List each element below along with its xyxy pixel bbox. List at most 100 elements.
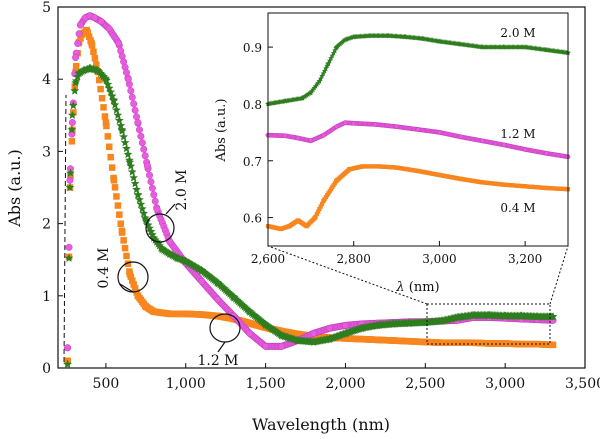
data-point bbox=[314, 212, 319, 217]
data-point bbox=[101, 74, 111, 83]
data-point bbox=[377, 164, 382, 169]
data-point bbox=[294, 330, 301, 338]
data-point bbox=[334, 178, 339, 183]
x-tick-label: 3,500 bbox=[565, 376, 600, 392]
data-point bbox=[74, 39, 82, 47]
data-point bbox=[98, 95, 106, 102]
data-point bbox=[325, 61, 331, 67]
data-point bbox=[120, 138, 130, 147]
y-tick-label: 0.6 bbox=[243, 212, 262, 226]
data-point bbox=[135, 126, 143, 134]
data-point bbox=[453, 339, 461, 346]
data-point bbox=[66, 168, 75, 177]
data-point bbox=[95, 76, 103, 84]
series-2.0m bbox=[265, 32, 571, 107]
data-point bbox=[334, 124, 339, 130]
data-point bbox=[316, 78, 323, 84]
inset-x-axis-label: λ (nm) bbox=[395, 280, 439, 295]
data-point bbox=[214, 295, 222, 303]
data-point bbox=[308, 138, 314, 144]
data-point bbox=[262, 342, 270, 350]
x-tick-label: 2,000 bbox=[325, 376, 365, 392]
data-point bbox=[282, 98, 288, 104]
data-point bbox=[130, 100, 138, 108]
data-point bbox=[63, 359, 72, 369]
data-point bbox=[299, 95, 306, 101]
zoom-connector-left bbox=[267, 245, 428, 305]
data-point bbox=[325, 334, 334, 343]
data-point bbox=[140, 145, 148, 153]
data-point bbox=[373, 320, 382, 330]
main-y-axis-label: Abs (a.u.) bbox=[5, 149, 24, 228]
main-plot-frame bbox=[57, 6, 586, 369]
data-point bbox=[261, 320, 270, 329]
data-point bbox=[70, 109, 77, 116]
data-point bbox=[127, 87, 135, 95]
start-dash-line bbox=[63, 94, 67, 363]
data-point bbox=[342, 120, 348, 126]
data-point bbox=[333, 44, 340, 50]
data-point bbox=[77, 35, 84, 42]
data-point bbox=[142, 303, 150, 310]
data-point bbox=[549, 341, 557, 349]
data-point bbox=[155, 241, 164, 250]
data-point bbox=[452, 312, 462, 322]
data-point bbox=[240, 302, 249, 311]
data-point bbox=[65, 243, 73, 251]
data-point bbox=[308, 89, 314, 95]
data-point bbox=[277, 331, 286, 340]
data-point bbox=[321, 68, 328, 74]
data-point bbox=[242, 305, 252, 314]
zoom-connector-right bbox=[549, 245, 569, 305]
data-point bbox=[67, 125, 77, 134]
data-point bbox=[118, 227, 126, 235]
data-point bbox=[533, 340, 541, 348]
data-point bbox=[90, 48, 97, 56]
data-point bbox=[213, 278, 222, 287]
data-point bbox=[88, 39, 95, 47]
y-tick-label: 1 bbox=[42, 289, 51, 305]
data-point bbox=[402, 33, 408, 40]
data-point bbox=[137, 132, 145, 140]
data-point bbox=[131, 285, 139, 292]
y-tick-label: 5 bbox=[42, 0, 51, 16]
y-tick-label: 0.8 bbox=[243, 98, 262, 112]
data-point bbox=[113, 193, 120, 200]
data-point bbox=[114, 202, 122, 209]
inset-plot-frame bbox=[267, 12, 569, 247]
data-point bbox=[133, 190, 143, 199]
data-point bbox=[71, 78, 80, 87]
data-point bbox=[224, 288, 233, 297]
data-point bbox=[116, 121, 126, 130]
data-point bbox=[108, 164, 116, 171]
data-point bbox=[458, 41, 464, 47]
data-point bbox=[117, 125, 127, 134]
data-point bbox=[390, 337, 397, 344]
data-point bbox=[415, 168, 421, 174]
inset-series-label-1.2M: 1.2 M bbox=[500, 127, 535, 141]
annotation-label-0.4M: 0.4 M bbox=[96, 247, 112, 288]
data-point bbox=[130, 281, 137, 288]
data-point bbox=[131, 106, 139, 114]
data-point bbox=[326, 57, 333, 64]
data-point bbox=[485, 340, 493, 347]
data-point bbox=[124, 260, 132, 267]
data-point bbox=[133, 113, 141, 121]
data-point bbox=[548, 312, 558, 321]
x-tick-label: 3,000 bbox=[485, 376, 525, 392]
data-point bbox=[357, 323, 366, 332]
data-point bbox=[143, 220, 153, 229]
data-point bbox=[394, 124, 399, 130]
main-x-axis-label: Wavelength (nm) bbox=[252, 415, 390, 434]
data-point bbox=[293, 336, 302, 345]
data-point bbox=[182, 310, 190, 318]
data-point bbox=[79, 66, 88, 75]
data-point bbox=[85, 63, 95, 73]
data-point bbox=[132, 185, 141, 194]
data-point bbox=[198, 277, 206, 285]
data-point bbox=[325, 324, 333, 332]
data-point bbox=[102, 119, 110, 126]
data-point bbox=[319, 201, 325, 207]
series-0.4m bbox=[265, 164, 571, 232]
data-point bbox=[422, 338, 429, 346]
